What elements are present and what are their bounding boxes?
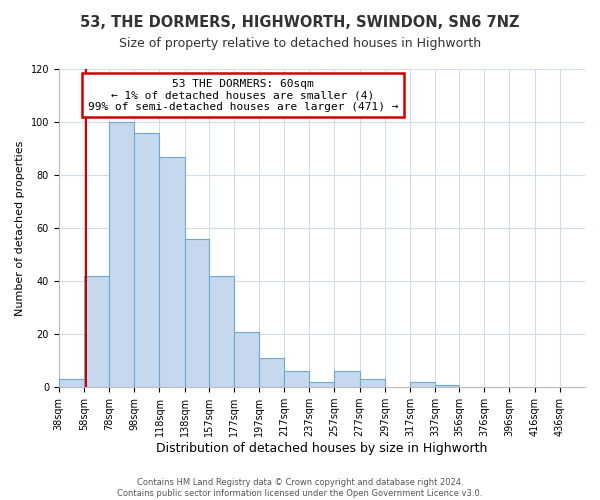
- Bar: [209, 276, 234, 387]
- Bar: [134, 132, 160, 387]
- Bar: [309, 382, 334, 387]
- Bar: [160, 156, 185, 387]
- Y-axis label: Number of detached properties: Number of detached properties: [15, 140, 25, 316]
- Bar: [84, 276, 109, 387]
- Bar: [109, 122, 134, 387]
- Bar: [435, 384, 459, 387]
- Bar: [284, 372, 309, 387]
- Bar: [234, 332, 259, 387]
- Text: Contains HM Land Registry data © Crown copyright and database right 2024.
Contai: Contains HM Land Registry data © Crown c…: [118, 478, 482, 498]
- Bar: [59, 380, 84, 387]
- Text: 53 THE DORMERS: 60sqm
← 1% of detached houses are smaller (4)
99% of semi-detach: 53 THE DORMERS: 60sqm ← 1% of detached h…: [88, 78, 398, 112]
- X-axis label: Distribution of detached houses by size in Highworth: Distribution of detached houses by size …: [156, 442, 488, 455]
- Text: Size of property relative to detached houses in Highworth: Size of property relative to detached ho…: [119, 38, 481, 51]
- Bar: [185, 238, 209, 387]
- Bar: [259, 358, 284, 387]
- Text: 53, THE DORMERS, HIGHWORTH, SWINDON, SN6 7NZ: 53, THE DORMERS, HIGHWORTH, SWINDON, SN6…: [80, 15, 520, 30]
- Bar: [359, 380, 385, 387]
- Bar: [410, 382, 435, 387]
- Bar: [334, 372, 359, 387]
